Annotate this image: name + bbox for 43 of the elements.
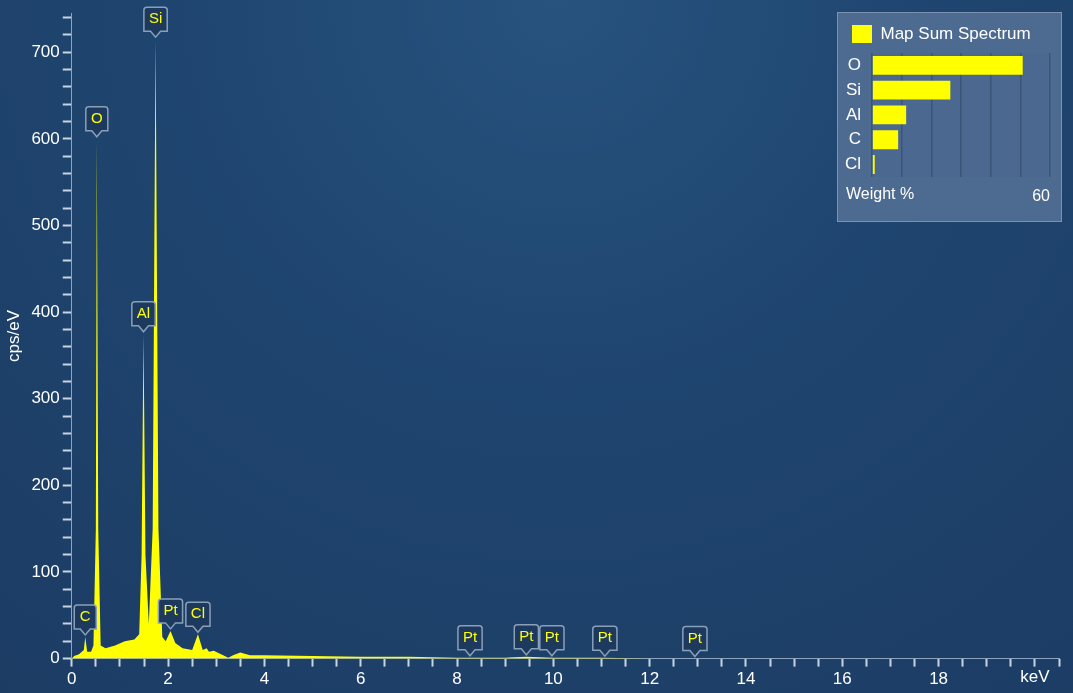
annotation: O [90, 108, 103, 126]
y-axis-title: cps/eV [3, 309, 23, 362]
annotation: Pt [544, 627, 560, 645]
x-tick-label: 4 [259, 669, 270, 689]
x-tick-label: 14 [736, 669, 756, 689]
bar [872, 130, 899, 150]
x-tick-label: 18 [929, 669, 949, 689]
y-tick-label: 100 [31, 561, 60, 581]
bar [872, 80, 951, 100]
x-tick-label: 0 [67, 669, 77, 689]
y-tick-label: C [848, 129, 862, 149]
bar [872, 55, 1023, 75]
y-tick-label: 600 [31, 128, 60, 148]
x-tick-label: 60 [1032, 186, 1051, 204]
annotation: Pt [687, 628, 703, 646]
y-tick-label: Cl [844, 154, 862, 174]
y-tick-label: 0 [50, 648, 60, 668]
annotation: Al [136, 303, 151, 321]
legend-label: Map Sum Spectrum [880, 23, 1031, 43]
y-tick-label: 700 [31, 41, 60, 61]
y-tick-label: Si [845, 79, 862, 99]
annotation: Pt [462, 627, 478, 645]
annotation: Pt [597, 628, 613, 646]
x-tick-label: 16 [832, 669, 852, 689]
x-axis-title: keV [1020, 666, 1051, 686]
x-tick-label: 2 [163, 669, 173, 689]
x-tick-label: 10 [543, 669, 563, 689]
x-axis-title: Weight % [846, 185, 915, 203]
annotation: Si [148, 9, 163, 27]
x-tick-label: 8 [452, 669, 462, 689]
annotation: Pt [519, 627, 535, 645]
annotation: C [79, 607, 91, 625]
y-tick-label: Al [845, 104, 862, 124]
y-tick-label: 300 [31, 388, 60, 408]
annotation: Pt [163, 601, 179, 619]
annotation: Cl [190, 604, 206, 622]
y-tick-label: 400 [31, 301, 60, 321]
x-tick-label: 12 [640, 669, 660, 689]
y-tick-label: 500 [31, 215, 60, 235]
y-tick-label: O [847, 55, 862, 75]
y-tick-label: 200 [31, 475, 60, 495]
bar [872, 105, 907, 125]
x-tick-label: 6 [355, 669, 366, 689]
